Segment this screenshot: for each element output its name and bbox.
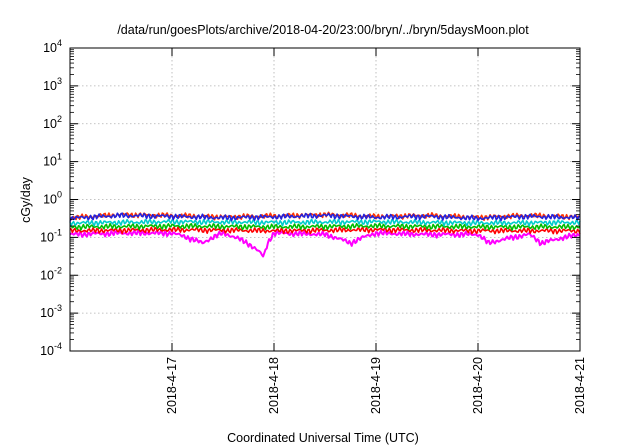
series-lines [69, 211, 581, 258]
y-tick-label: 102 [43, 114, 62, 131]
grid [70, 48, 580, 351]
series-line-2 [69, 226, 581, 235]
series-line-4 [69, 218, 581, 227]
series-line-6 [69, 212, 581, 222]
y-tick-label: 10-2 [40, 265, 62, 282]
x-axis: 2018-4-17 2018-4-18 2018-4-19 2018-4-20 2018… [165, 48, 587, 414]
y-tick-label: 10-3 [40, 303, 62, 320]
y-axis-label: cGy/day [19, 176, 33, 223]
y-tick-label: 101 [43, 152, 62, 169]
x-tick-label: 2018-4-18 [267, 357, 281, 414]
series-line-3 [69, 222, 581, 231]
y-tick-label: 100 [43, 190, 62, 207]
x-tick-label: 2018-4-19 [369, 357, 383, 414]
x-axis-label: Coordinated Universal Time (UTC) [227, 431, 419, 445]
y-axis: 10-4 10-3 10-2 10-1 100 101 102 103 104 [40, 38, 580, 358]
x-tick-label: 2018-4-21 [573, 357, 587, 414]
x-tick-label: 2018-4-17 [165, 357, 179, 414]
y-tick-label: 104 [43, 38, 62, 55]
chart-title: /data/run/goesPlots/archive/2018-04-20/2… [117, 23, 529, 37]
y-tick-label: 10-4 [40, 341, 62, 358]
x-tick-label: 2018-4-20 [471, 357, 485, 414]
series-line-1 [69, 229, 581, 258]
y-tick-label: 103 [43, 76, 62, 93]
y-tick-label: 10-1 [40, 227, 62, 244]
